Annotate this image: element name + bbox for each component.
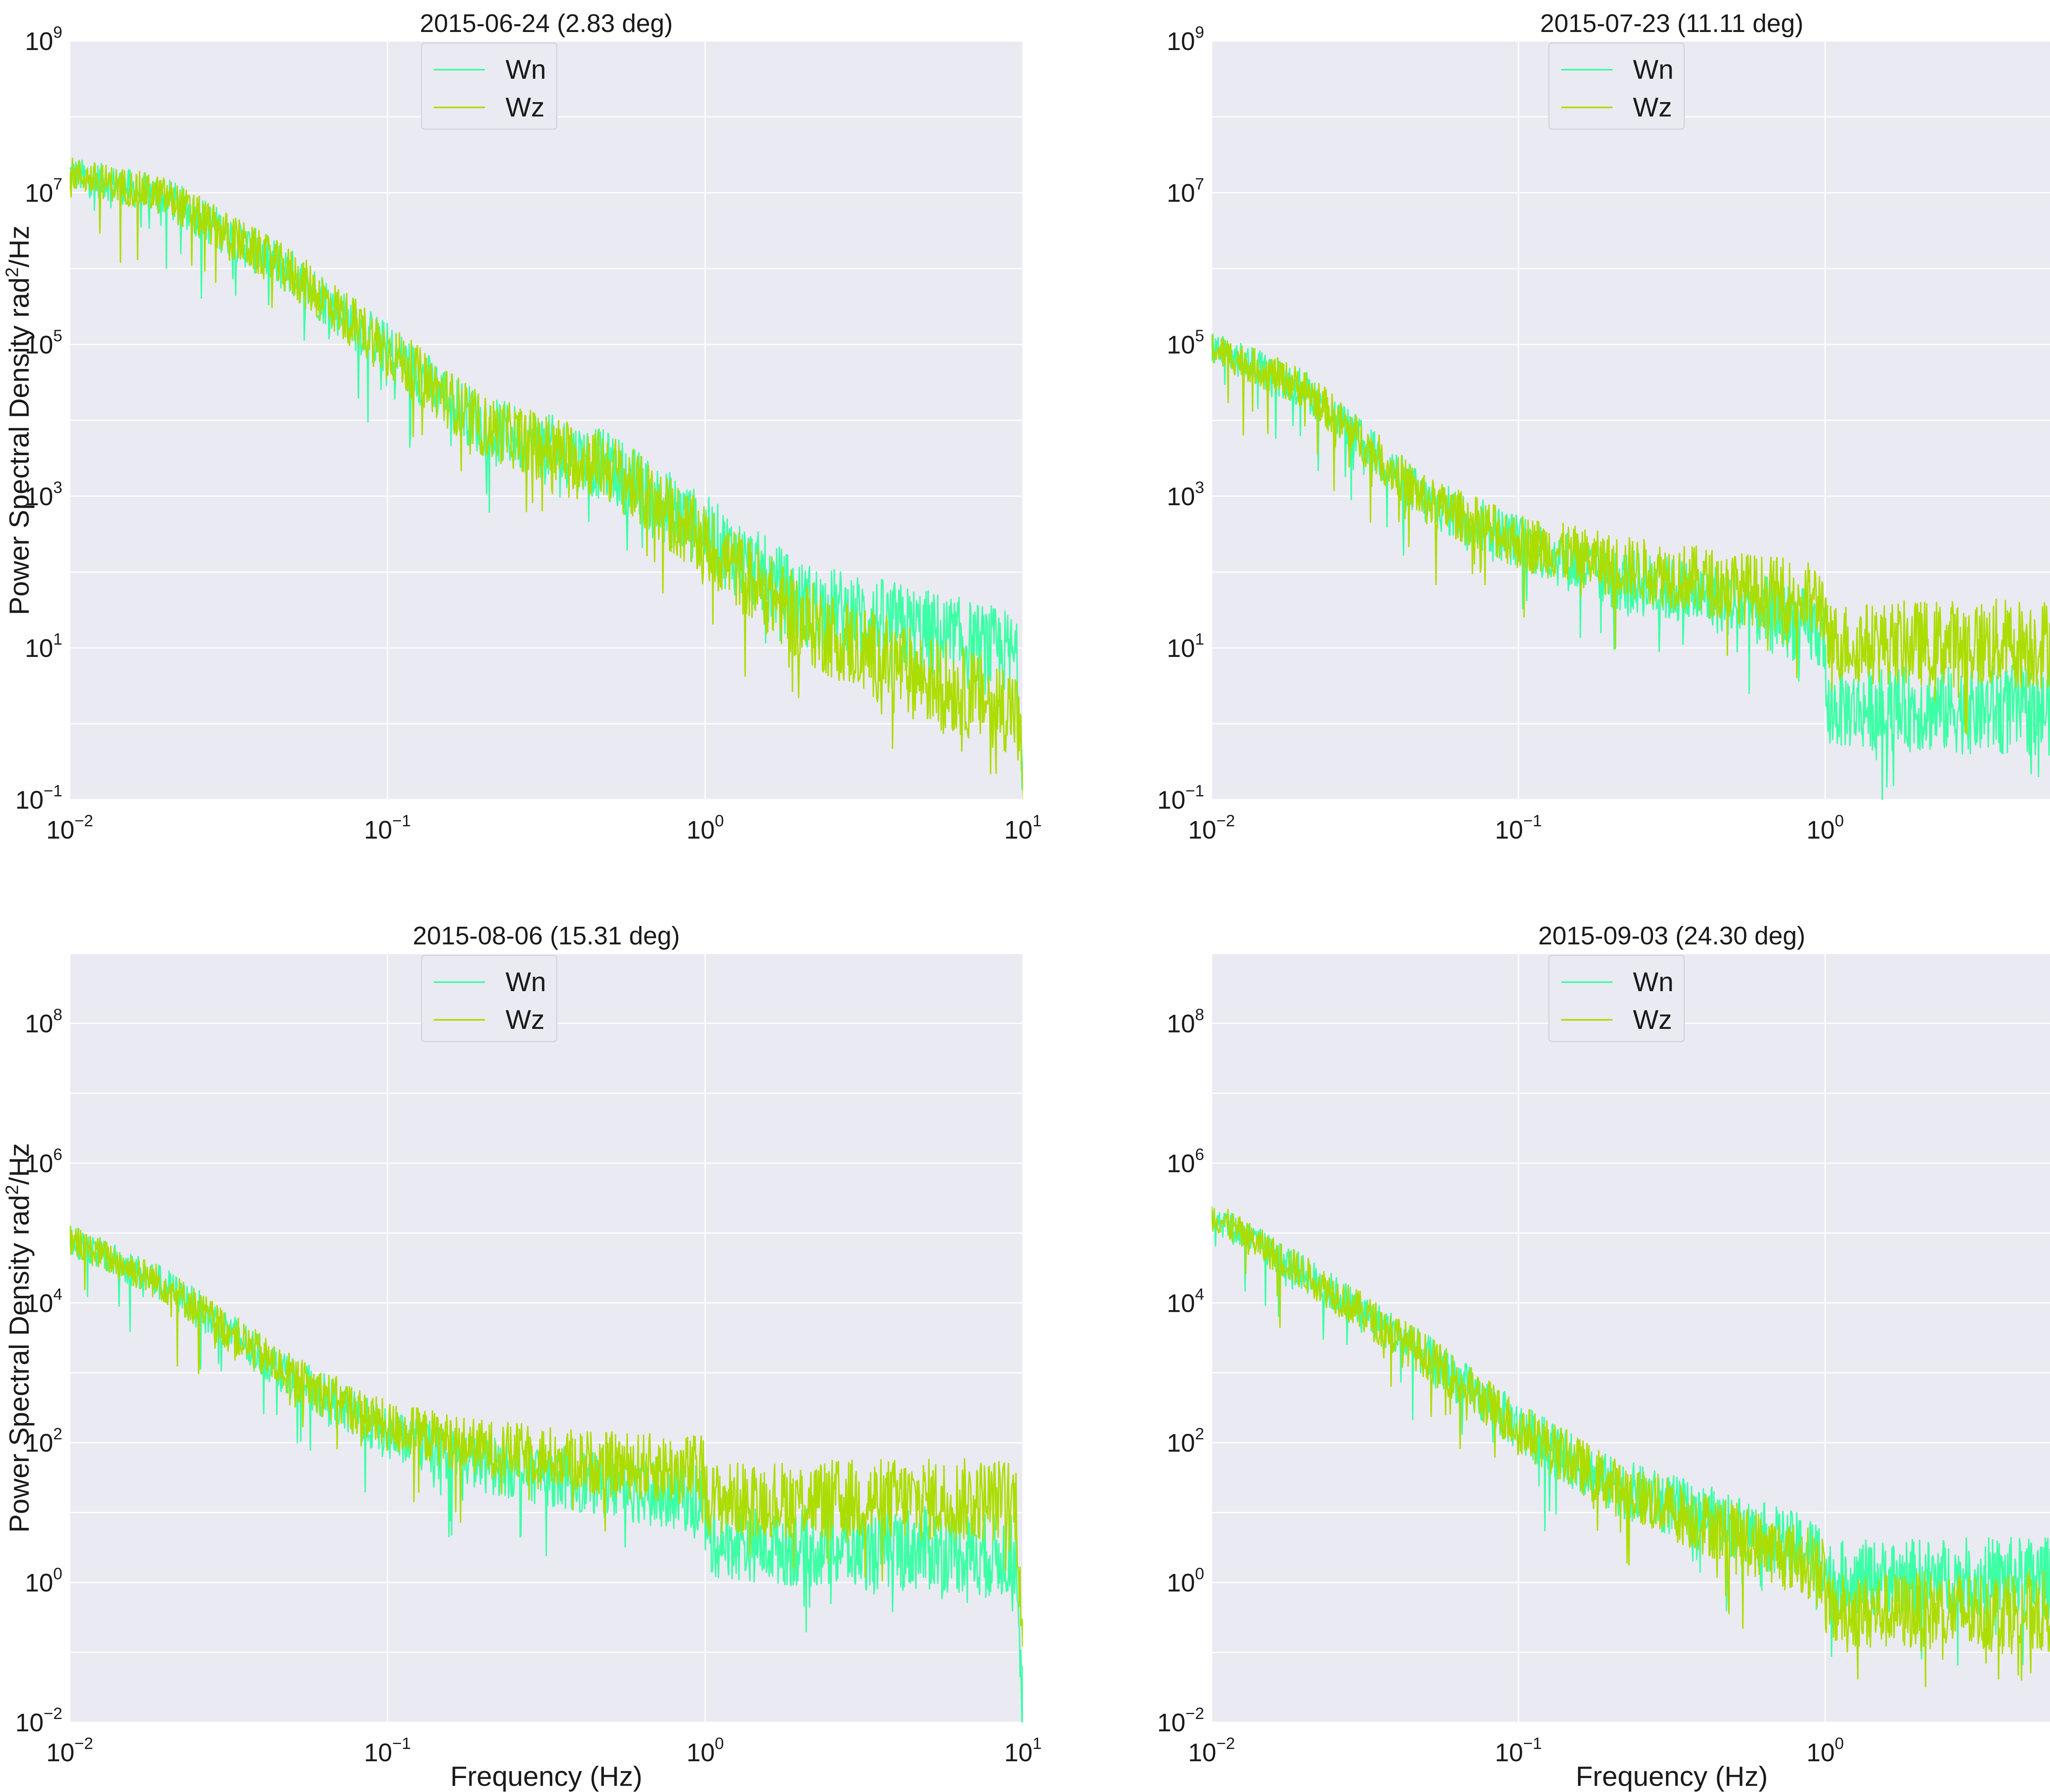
x-tick-label: 100 <box>686 812 724 844</box>
legend-label-wz: Wz <box>506 92 544 122</box>
y-tick-label: 101 <box>1167 630 1204 663</box>
series-line-wz <box>1212 334 2050 735</box>
chart-title: 2015-07-23 (11.11 deg) <box>1540 9 1803 38</box>
y-tick-label: 109 <box>25 23 62 56</box>
legend: Wn Wz <box>421 42 558 130</box>
x-axis-label: Frequency (Hz) <box>1576 1761 1768 1792</box>
legend: Wn Wz <box>1548 955 1685 1042</box>
chart-title: 2015-09-03 (24.30 deg) <box>1538 922 1805 950</box>
plot-area <box>70 953 1023 1722</box>
y-tick-label: 103 <box>1167 479 1204 511</box>
x-tick-label: 100 <box>686 1735 724 1767</box>
y-tick-label: 104 <box>1167 1285 1204 1318</box>
legend: Wn Wz <box>421 955 558 1042</box>
y-tick-label: 108 <box>25 1005 62 1038</box>
y-tick-label: 101 <box>25 630 62 663</box>
x-tick-label: 101 <box>1004 1735 1041 1767</box>
y-tick-label: 108 <box>1167 1005 1204 1038</box>
legend-label-wz: Wz <box>506 1004 544 1035</box>
x-tick-label: 100 <box>1806 812 1844 844</box>
series-line-wz <box>1212 1206 2050 1687</box>
x-tick-label: 10−2 <box>46 812 93 844</box>
series-line-wz <box>70 1225 1023 1647</box>
y-tick-label: 104 <box>25 1285 62 1318</box>
y-tick-label: 107 <box>1167 175 1204 207</box>
x-tick-label: 10−1 <box>364 1735 411 1767</box>
y-tick-label: 105 <box>1167 327 1204 359</box>
y-tick-label: 100 <box>25 1565 62 1597</box>
y-tick-label: 102 <box>1167 1425 1204 1457</box>
legend-label-wn: Wn <box>506 54 546 84</box>
x-tick-label: 10−2 <box>1188 812 1235 844</box>
x-axis-label: Frequency (Hz) <box>450 1761 642 1792</box>
x-tick-label: 10−1 <box>1495 1735 1542 1767</box>
x-tick-label: 10−1 <box>364 812 411 844</box>
y-tick-label: 10−1 <box>1157 782 1204 814</box>
y-tick-label: 10−1 <box>15 782 62 814</box>
chart-panel-3: 10−2 10−1 100 101 10−2 100 102 104 106 108 2015-08… <box>2 922 1042 1792</box>
x-tick-label: 10−2 <box>1188 1735 1235 1767</box>
legend-label-wn: Wn <box>506 967 546 997</box>
chart-panel-2: 10−210−110010110−11011031051071092015-07… <box>1157 9 2050 844</box>
y-tick-label: 107 <box>25 175 62 207</box>
legend-label-wz: Wz <box>1633 92 1672 122</box>
x-tick-label: 10−2 <box>46 1735 93 1767</box>
x-tick-label: 101 <box>1004 812 1041 844</box>
x-tick-label: 100 <box>1806 1735 1844 1767</box>
y-tick-label: 105 <box>25 327 62 359</box>
y-axis-label: Power Spectral Density rad2/Hz <box>2 226 35 615</box>
y-tick-label: 106 <box>1167 1145 1204 1178</box>
y-tick-label: 103 <box>25 479 62 511</box>
legend: Wn Wz <box>1548 42 1685 130</box>
x-tick-label: 10−1 <box>1495 812 1542 844</box>
legend-label-wn: Wn <box>1633 967 1674 997</box>
chart-panel-4: 10−210−110010110−21001021041061082015-09… <box>1157 922 2050 1792</box>
chart-title: 2015-08-06 (15.31 deg) <box>413 922 680 950</box>
y-tick-label: 10−2 <box>15 1705 62 1737</box>
y-tick-label: 102 <box>25 1425 62 1457</box>
legend-label-wz: Wz <box>1633 1004 1672 1035</box>
chart-title: 2015-06-24 (2.83 deg) <box>420 9 673 38</box>
series-line-wn <box>1212 1210 2050 1666</box>
y-tick-label: 10−2 <box>1157 1705 1204 1737</box>
y-axis-label: Power Spectral Density rad2/Hz <box>2 1143 35 1532</box>
y-tick-label: 100 <box>1167 1565 1204 1597</box>
legend-label-wn: Wn <box>1633 54 1674 84</box>
y-tick-label: 106 <box>25 1145 62 1178</box>
y-tick-label: 109 <box>1167 23 1204 56</box>
series-line-wz <box>70 157 1023 800</box>
